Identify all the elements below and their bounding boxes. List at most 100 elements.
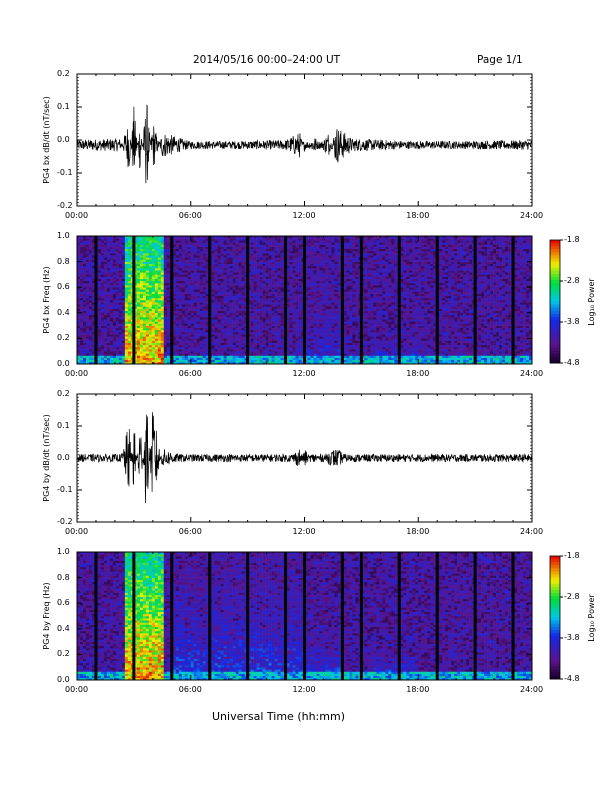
spectrogram-cell bbox=[104, 328, 107, 330]
spectrogram-cell bbox=[101, 247, 104, 249]
spectrogram-cell bbox=[128, 247, 131, 249]
spectrogram-cell bbox=[307, 272, 310, 274]
spectrogram-cell bbox=[203, 245, 206, 247]
spectrogram-cell bbox=[272, 345, 275, 347]
spectrogram-cell bbox=[230, 255, 233, 257]
spectrogram-cell bbox=[143, 319, 146, 321]
spectrogram-cell bbox=[191, 251, 194, 253]
spectrogram-cell bbox=[194, 298, 197, 300]
spectrogram-cell bbox=[128, 321, 131, 323]
spectrogram-cell bbox=[254, 311, 257, 313]
spectrogram-cell bbox=[281, 319, 284, 321]
spectrogram-cell bbox=[140, 330, 143, 332]
spectrogram-cell bbox=[319, 309, 322, 311]
spectrogram-cell bbox=[203, 294, 206, 296]
spectrogram-cell bbox=[230, 251, 233, 253]
spectrogram-cell bbox=[290, 247, 293, 249]
spectrogram-cell bbox=[152, 321, 155, 323]
spectrogram-cell bbox=[104, 257, 107, 259]
spectrogram-cell bbox=[290, 353, 293, 355]
spectrogram-cell bbox=[310, 281, 313, 283]
spectrogram-cell bbox=[155, 353, 158, 355]
spectrogram-cell bbox=[125, 330, 128, 332]
spectrogram-cell bbox=[275, 304, 278, 306]
spectrogram-cell bbox=[281, 300, 284, 302]
spectrogram-cell bbox=[281, 360, 284, 362]
spectrogram-cell bbox=[218, 336, 221, 338]
spectrogram-cell bbox=[83, 349, 86, 351]
spectrogram-cell bbox=[128, 281, 131, 283]
spectrogram-cell bbox=[266, 296, 269, 298]
spectrogram-cell bbox=[137, 255, 140, 257]
spectrogram-cell bbox=[176, 281, 179, 283]
spectrogram-cell bbox=[275, 334, 278, 336]
spectrogram-cell bbox=[263, 240, 266, 242]
spectrogram-cell bbox=[254, 351, 257, 353]
spectrogram-cell bbox=[182, 289, 185, 291]
spectrogram-cell bbox=[107, 351, 110, 353]
spectrogram-cell bbox=[191, 279, 194, 281]
spectrogram-cell bbox=[296, 296, 299, 298]
spectrogram-cell bbox=[242, 343, 245, 345]
spectrogram-cell bbox=[122, 311, 125, 313]
spectrogram-cell bbox=[140, 321, 143, 323]
spectrogram-cell bbox=[158, 238, 161, 240]
spectrogram-cell bbox=[236, 291, 239, 293]
spectrogram-cell bbox=[194, 268, 197, 270]
spectrogram-cell bbox=[161, 338, 164, 340]
spectrogram-cell bbox=[146, 338, 149, 340]
spectrogram-cell bbox=[278, 253, 281, 255]
spectrogram-cell bbox=[146, 242, 149, 244]
spectrogram-cell bbox=[290, 330, 293, 332]
spectrogram-cell bbox=[155, 338, 158, 340]
spectrogram-cell bbox=[98, 313, 101, 315]
spectrogram-cell bbox=[194, 255, 197, 257]
spectrogram-cell bbox=[185, 279, 188, 281]
spectrogram-cell bbox=[221, 281, 224, 283]
spectrogram-cell bbox=[278, 351, 281, 353]
spectrogram-cell bbox=[203, 345, 206, 347]
spectrogram-cell bbox=[197, 255, 200, 257]
spectrogram-cell bbox=[107, 291, 110, 293]
spectrogram-cell bbox=[197, 341, 200, 343]
spectrogram-cell bbox=[263, 272, 266, 274]
spectrogram-cell bbox=[272, 296, 275, 298]
spectrogram-cell bbox=[146, 300, 149, 302]
spectrogram-cell bbox=[236, 296, 239, 298]
spectrogram-cell bbox=[125, 343, 128, 345]
spectrogram-cell bbox=[122, 259, 125, 261]
spectrogram-cell bbox=[218, 255, 221, 257]
spectrogram-cell bbox=[89, 242, 92, 244]
spectrogram-cell bbox=[233, 238, 236, 240]
spectrogram-cell bbox=[143, 270, 146, 272]
spectrogram-cell bbox=[149, 253, 152, 255]
spectrogram-cell bbox=[260, 351, 263, 353]
spectrogram-cell bbox=[233, 349, 236, 351]
spectrogram-cell bbox=[227, 251, 230, 253]
spectrogram-cell bbox=[98, 319, 101, 321]
spectrogram-cell bbox=[107, 279, 110, 281]
spectrogram-cell bbox=[254, 289, 257, 291]
spectrogram-cell bbox=[257, 270, 260, 272]
spectrogram-cell bbox=[215, 249, 218, 251]
spectrogram-cell bbox=[86, 345, 89, 347]
spectrogram-cell bbox=[224, 268, 227, 270]
spectrogram-cell bbox=[110, 358, 113, 360]
spectrogram-cell bbox=[155, 341, 158, 343]
spectrogram-cell bbox=[185, 319, 188, 321]
spectrogram-cell bbox=[242, 326, 245, 328]
spectrogram-cell bbox=[149, 257, 152, 259]
spectrogram-cell bbox=[182, 315, 185, 317]
spectrogram-cell bbox=[293, 343, 296, 345]
spectrogram-cell bbox=[272, 262, 275, 264]
spectrogram-cell bbox=[107, 321, 110, 323]
spectrogram-cell bbox=[310, 283, 313, 285]
spectrogram-cell bbox=[167, 291, 170, 293]
spectrogram-cell bbox=[164, 291, 167, 293]
spectrogram-cell bbox=[194, 328, 197, 330]
spectrogram-cell bbox=[86, 268, 89, 270]
spectrogram-cell bbox=[203, 279, 206, 281]
spectrogram-cell bbox=[293, 336, 296, 338]
spectrogram-cell bbox=[230, 238, 233, 240]
spectrogram-cell bbox=[116, 328, 119, 330]
